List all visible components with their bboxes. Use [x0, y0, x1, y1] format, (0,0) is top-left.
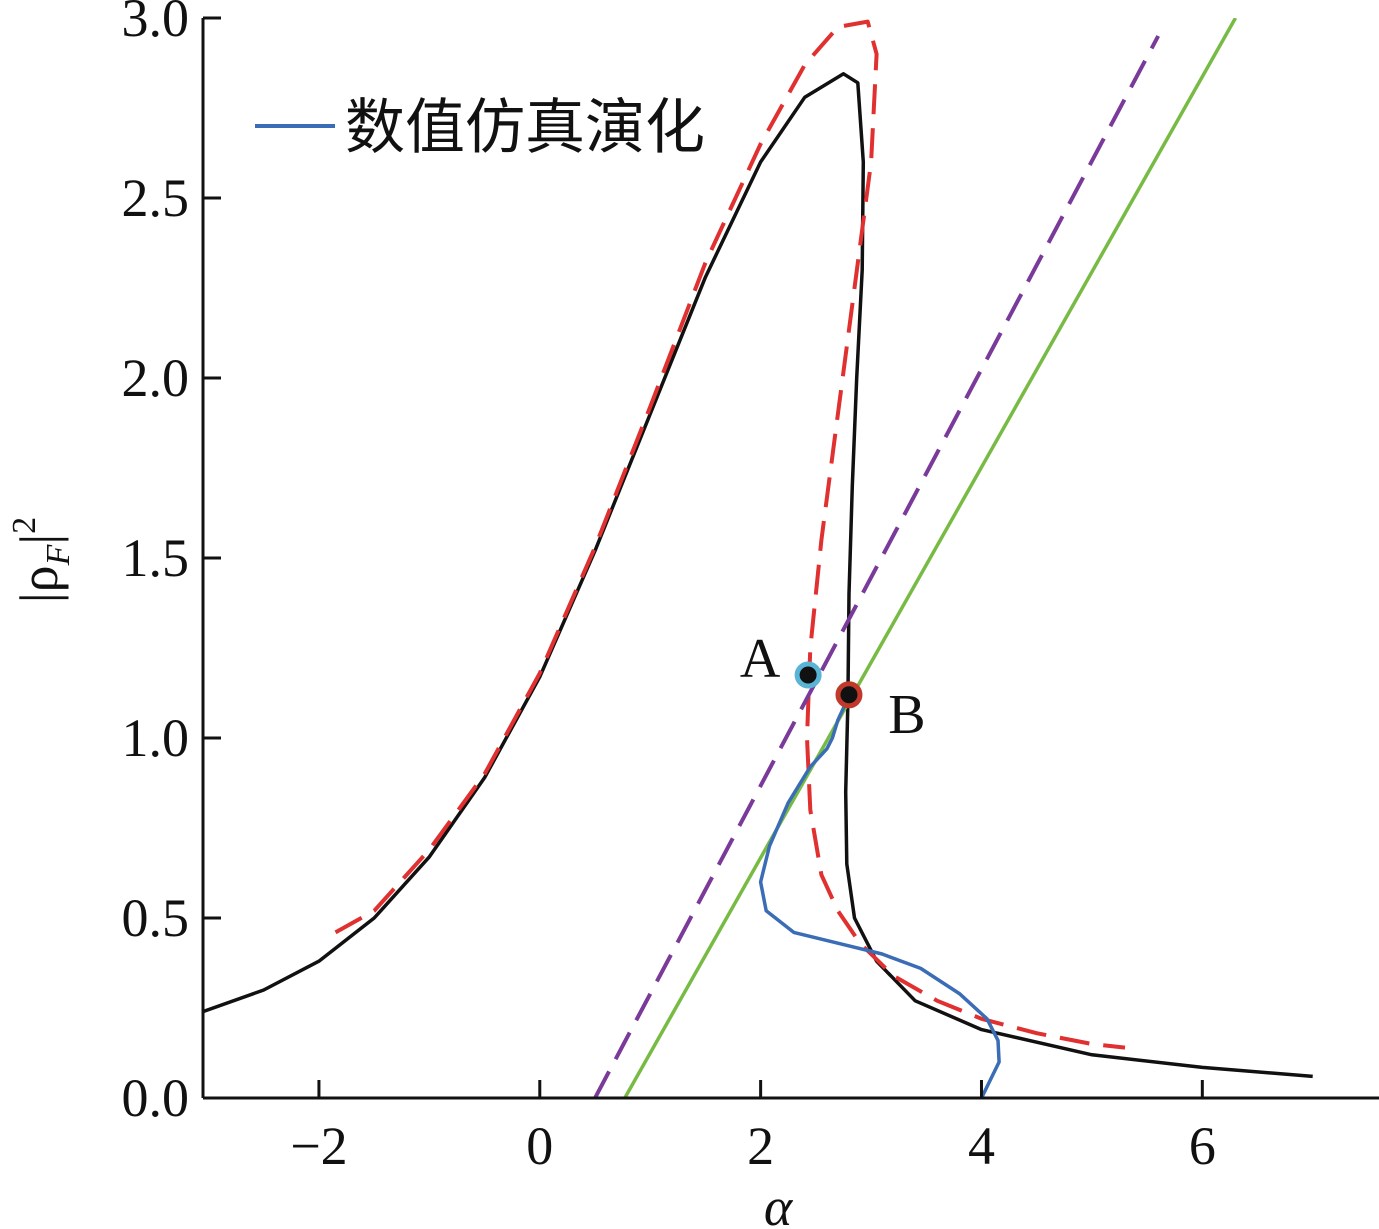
x-tick-label: 2: [747, 1116, 774, 1176]
legend-label: 数值仿真演化: [345, 93, 705, 163]
points-layer: AB: [740, 628, 926, 746]
y-axis-label: |ρF|2: [6, 517, 77, 603]
y-tick-label: 2.5: [122, 168, 190, 228]
y-tick-label: 1.5: [122, 528, 190, 588]
series-green-line: [623, 18, 1238, 1098]
y-tick-label: 0.5: [122, 888, 190, 948]
y-label-bar: |: [9, 534, 69, 545]
x-tick-label: 4: [968, 1116, 995, 1176]
x-tick-label: 6: [1189, 1116, 1216, 1176]
point-b: [835, 681, 863, 709]
x-axis-label: α: [764, 1177, 794, 1229]
y-label-main: |ρ: [9, 565, 69, 603]
svg-text:|ρF|2: |ρF|2: [6, 517, 77, 603]
series-blue-simulation: [758, 704, 1001, 1098]
y-label-sup: 2: [6, 517, 43, 534]
x-tick-label: 0: [526, 1116, 553, 1176]
y-tick-label: 0.0: [122, 1068, 190, 1128]
point-label-b: B: [888, 684, 925, 746]
y-tick-label: 3.0: [122, 0, 190, 48]
y-label-sub: F: [40, 543, 77, 566]
legend: 数值仿真演化: [255, 93, 705, 163]
y-tick-label: 2.0: [122, 348, 190, 408]
x-tick-label: −2: [290, 1116, 347, 1176]
series-black-curve: [203, 72, 1313, 1079]
series-red-dashed: [334, 19, 1126, 1050]
y-tick-label: 1.0: [122, 708, 190, 768]
series-layer: [203, 18, 1313, 1098]
point-label-a: A: [740, 628, 781, 690]
point-a: [794, 661, 822, 689]
series-purple-dashed: [593, 35, 1160, 1098]
axes-layer: −2 0 2 4 6 0.0 0.5 1.0 1.5 2.0 2.5 3.0: [122, 0, 1379, 1176]
